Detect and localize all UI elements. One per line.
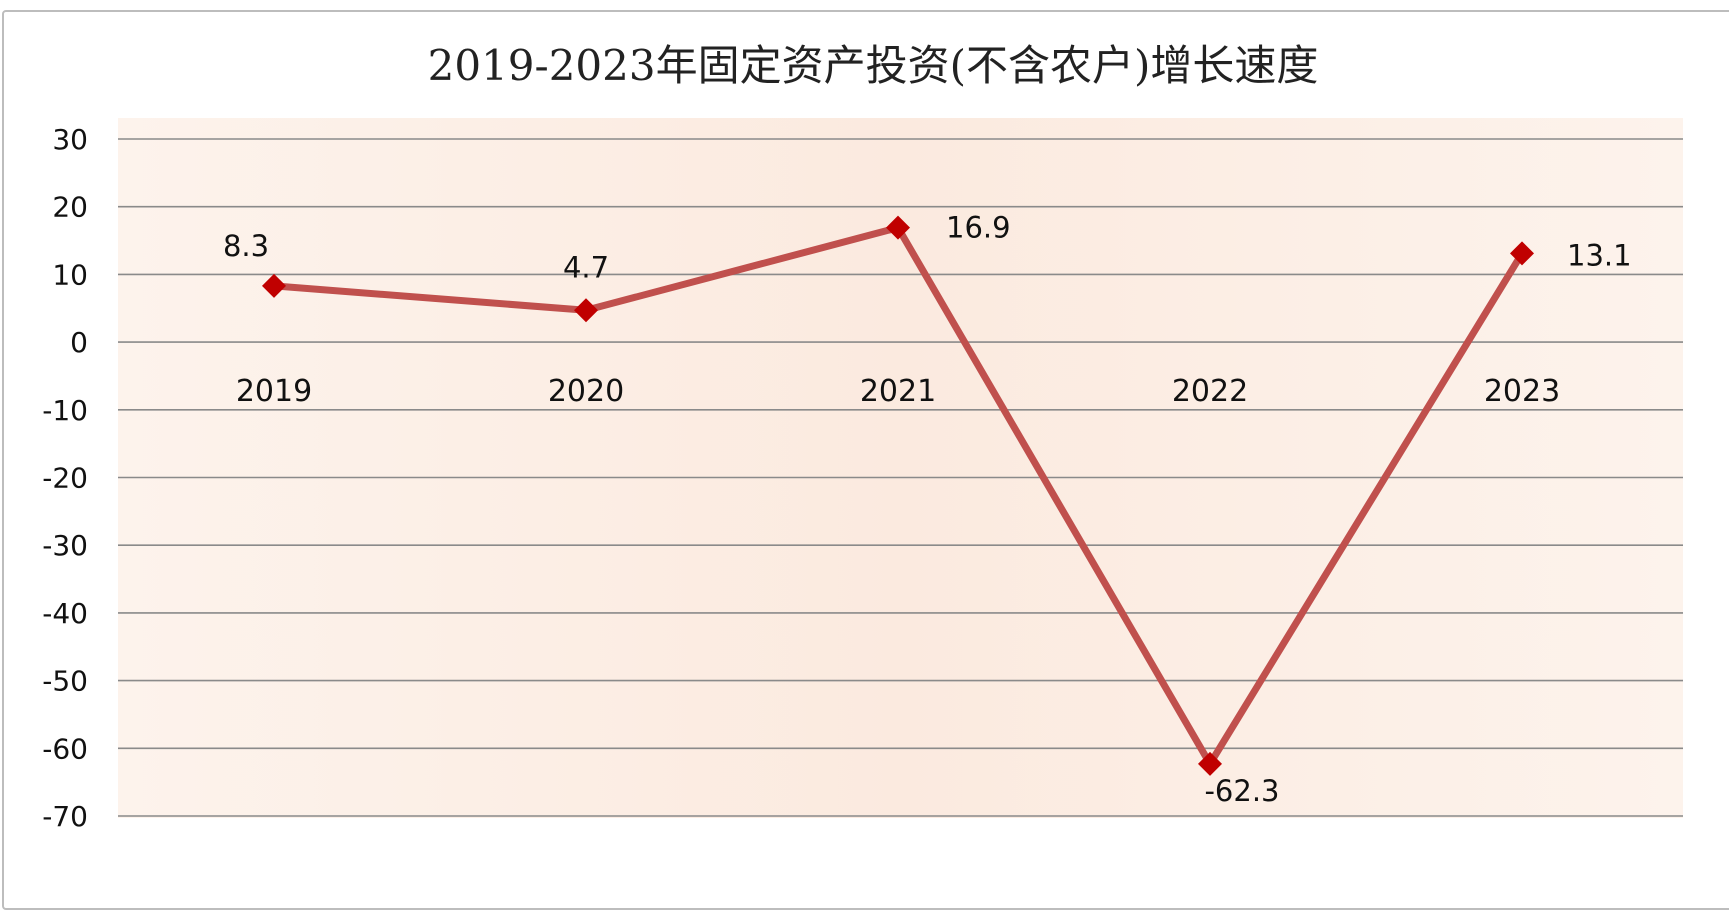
data-value-label: 16.9 [946,211,1011,245]
data-value-label: 4.7 [563,250,609,284]
y-tick-label: -30 [42,529,88,562]
data-point-marker [886,215,910,240]
x-category-label: 2019 [236,374,312,409]
y-tick-label: -60 [42,732,88,765]
y-tick-label: -70 [42,800,88,833]
data-labels: 8.3 4.7 16.9 -62.3 13.1 [223,211,1632,808]
y-tick-label: -10 [42,394,88,427]
data-point-marker [1510,241,1534,266]
x-category-label: 2023 [1484,374,1560,409]
x-category-label: 2021 [860,374,936,409]
data-point-marker [574,298,598,323]
chart-title: 2019-2023年固定资产投资(不含农户)增长速度 [428,41,1319,90]
x-category-label: 2022 [1172,374,1248,409]
data-value-label: -62.3 [1204,774,1279,808]
y-tick-label: -20 [42,462,88,495]
y-tick-label: 30 [52,123,88,156]
y-tick-label: 0 [70,326,88,359]
gridlines [118,138,1683,817]
y-axis-tick-labels: 30 20 10 0 -10 -20 -30 -40 -50 -60 -70 [42,123,88,833]
data-point-marker [1198,751,1222,776]
x-category-label: 2020 [548,374,624,409]
data-value-label: 13.1 [1567,238,1632,272]
y-tick-label: 10 [52,258,88,291]
data-point-marker [262,273,286,298]
x-axis-category-labels: 2019 2020 2021 2022 2023 [236,374,1560,409]
line-chart: 2019-2023年固定资产投资(不含农户)增长速度 30 20 10 0 -10 -20… [42,41,1683,833]
y-tick-label: -50 [42,665,88,698]
y-tick-label: -40 [42,597,88,630]
data-value-label: 8.3 [223,229,269,263]
y-tick-label: 20 [52,191,88,224]
data-markers [262,215,1534,776]
